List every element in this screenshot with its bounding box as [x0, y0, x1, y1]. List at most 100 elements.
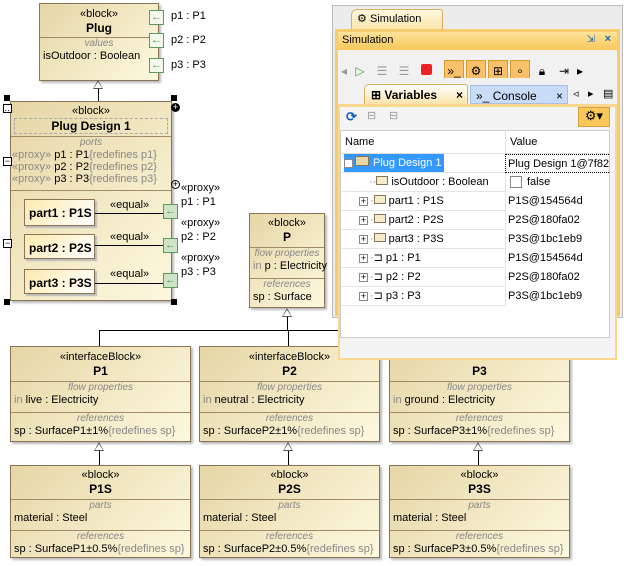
console-icon: »_: [476, 89, 493, 103]
variables-icon[interactable]: ⊞: [488, 60, 508, 78]
interface-block-p1[interactable]: «interfaceBlock» P1 flow properties in liv…: [10, 346, 191, 442]
resize-handle[interactable]: [171, 299, 177, 305]
refresh-icon[interactable]: ⟳: [346, 109, 357, 124]
add-port-icon[interactable]: +: [171, 179, 180, 189]
resize-handle[interactable]: [171, 95, 177, 101]
table-row[interactable]: + · part1 : P1S P1S@154564d: [341, 192, 609, 211]
compartment-label: flow properties: [446, 382, 513, 393]
block-p2s[interactable]: «block» P2S parts material : Steel referen…: [199, 465, 380, 558]
options-menu-icon[interactable]: ⚙▾: [578, 107, 610, 127]
expand-toggle[interactable]: +: [359, 234, 368, 244]
stereotype: «interfaceBlock»: [59, 351, 142, 363]
table-row[interactable]: + ·⊐ p1 : P1 P1S@154564d: [341, 249, 609, 268]
tab-simulation[interactable]: ⚙ Simulation: [351, 9, 443, 30]
close-icon[interactable]: ×: [604, 33, 611, 45]
part-property[interactable]: part3 : P3S: [24, 269, 95, 294]
equal-label: «equal»: [110, 231, 150, 243]
block-p3s[interactable]: «block» P3S parts material : Steel referen…: [389, 465, 570, 558]
part-property[interactable]: part1 : P1S: [24, 199, 95, 226]
console-toggle-icon[interactable]: »_: [444, 60, 464, 78]
checkbox[interactable]: [510, 176, 522, 189]
block-name: P1: [93, 364, 108, 378]
stereotype: «block»: [270, 469, 309, 481]
row-name: part2 : P2S: [388, 214, 444, 226]
variables-table: Name Value − Plug Design 1 Plug Design 1@7…: [340, 130, 610, 338]
table-row[interactable]: + ·⊐ p3 : P3 P3S@1bc1eb9: [341, 287, 609, 306]
close-tab-icon[interactable]: ×: [455, 88, 463, 102]
block-name: P1S: [89, 482, 112, 496]
port-property: «proxy» p3 : P3{redefines p3}: [12, 173, 157, 185]
row-name: part3 : P3S: [388, 233, 444, 245]
port-icon[interactable]: ←: [163, 238, 178, 253]
expand-toggle[interactable]: +: [359, 215, 368, 225]
column-header-value[interactable]: Value: [505, 131, 609, 154]
tab-variables[interactable]: ⊞ Variables ×: [364, 84, 468, 104]
export-icon[interactable]: ⇥: [558, 64, 570, 78]
close-tab-icon[interactable]: ×: [555, 89, 563, 103]
generalization-arrow: [94, 442, 104, 451]
port-icon[interactable]: ←: [149, 58, 164, 73]
row-value: P2S@180fa02: [508, 271, 580, 283]
compartment-label: parts: [278, 500, 301, 511]
plug-design-block[interactable]: «block» Plug Design 1 ports «proxy» p1 :…: [10, 101, 172, 301]
row-name: part1 : P1S: [388, 195, 444, 207]
breakpoints-icon[interactable]: ∘: [510, 60, 530, 78]
compartment-label: parts: [89, 500, 112, 511]
step-over-icon[interactable]: ☰: [398, 64, 410, 78]
port-icon[interactable]: ←: [163, 204, 178, 219]
compartment-label: references: [263, 279, 311, 290]
column-header-name[interactable]: Name: [345, 136, 375, 148]
scroll-left-icon[interactable]: ◂: [340, 64, 348, 78]
row-value: P2S@180fa02: [508, 214, 580, 226]
table-row[interactable]: − Plug Design 1 Plug Design 1@7f822a: [341, 154, 609, 173]
compartment-label: references: [265, 531, 314, 542]
expand-toggle[interactable]: +: [359, 253, 368, 263]
table-row[interactable]: ·· isOutdoor : Boolean false: [341, 173, 609, 192]
table-row[interactable]: + · part3 : P3S P3S@1bc1eb9: [341, 230, 609, 249]
restore-icon[interactable]: ⇲: [586, 34, 595, 45]
part-property[interactable]: part2 : P2S: [24, 234, 95, 259]
run-icon[interactable]: ▷: [355, 64, 365, 78]
expand-toggle[interactable]: +: [359, 272, 368, 282]
port-icon[interactable]: ←: [163, 273, 178, 288]
compartment-label: parts: [468, 500, 491, 511]
expand-toggle[interactable]: +: [359, 291, 368, 301]
proxy-port-label: «proxy» p2 : P2: [181, 217, 221, 243]
lock-icon[interactable]: 🔒︎: [538, 64, 546, 78]
expand-toggle[interactable]: +: [359, 196, 368, 206]
block-p1s[interactable]: «block» P1S parts material : Steel referen…: [10, 465, 191, 558]
tab-list-icon[interactable]: ▤: [603, 88, 614, 100]
tab-next-icon[interactable]: ▸: [588, 88, 594, 100]
block-instance-icon: [355, 156, 369, 166]
block-name: P: [282, 230, 291, 244]
tab-console[interactable]: »_ Console ×: [470, 85, 568, 104]
resize-handle[interactable]: [4, 299, 10, 305]
table-row[interactable]: + ·⊐ p2 : P2 P2S@180fa02: [341, 268, 609, 287]
add-icon[interactable]: +: [171, 102, 180, 112]
port-icon[interactable]: ←: [149, 33, 164, 48]
interface-block-p2[interactable]: «interfaceBlock» P2 flow properties in neu…: [199, 346, 380, 442]
compartment-label: ports: [79, 137, 103, 148]
collapse-all-icon[interactable]: ⊟: [389, 110, 399, 122]
collapse-toggle[interactable]: −: [344, 158, 353, 168]
collapse-icon[interactable]: −: [3, 156, 12, 166]
row-value: P1S@154564d: [508, 195, 583, 207]
table-row[interactable]: + · part2 : P2S P2S@180fa02: [341, 211, 609, 230]
row-value: P1S@154564d: [508, 252, 583, 264]
proxy-port-label: «proxy» p1 : P1: [181, 182, 221, 208]
expand-all-icon[interactable]: ⊟: [367, 110, 377, 122]
panel-title: Simulation: [342, 34, 394, 46]
tab-prev-icon[interactable]: ◃: [573, 88, 579, 100]
sessions-icon[interactable]: ⚙: [466, 60, 486, 78]
compartment-menu-icon[interactable]: …: [3, 103, 13, 113]
collapse-icon[interactable]: −: [3, 238, 12, 248]
p-block[interactable]: «block» P flow properties in p : Electrici…: [249, 213, 327, 308]
scroll-right-icon[interactable]: ▸: [576, 64, 584, 78]
block-name: P2: [282, 364, 297, 378]
port-icon[interactable]: ←: [149, 10, 164, 25]
stop-icon[interactable]: [416, 61, 436, 78]
step-into-icon[interactable]: ☰: [376, 64, 388, 78]
plug-block[interactable]: «block» Plug values isOutdoor : Boolean: [39, 3, 159, 81]
resize-handle[interactable]: [4, 95, 10, 101]
